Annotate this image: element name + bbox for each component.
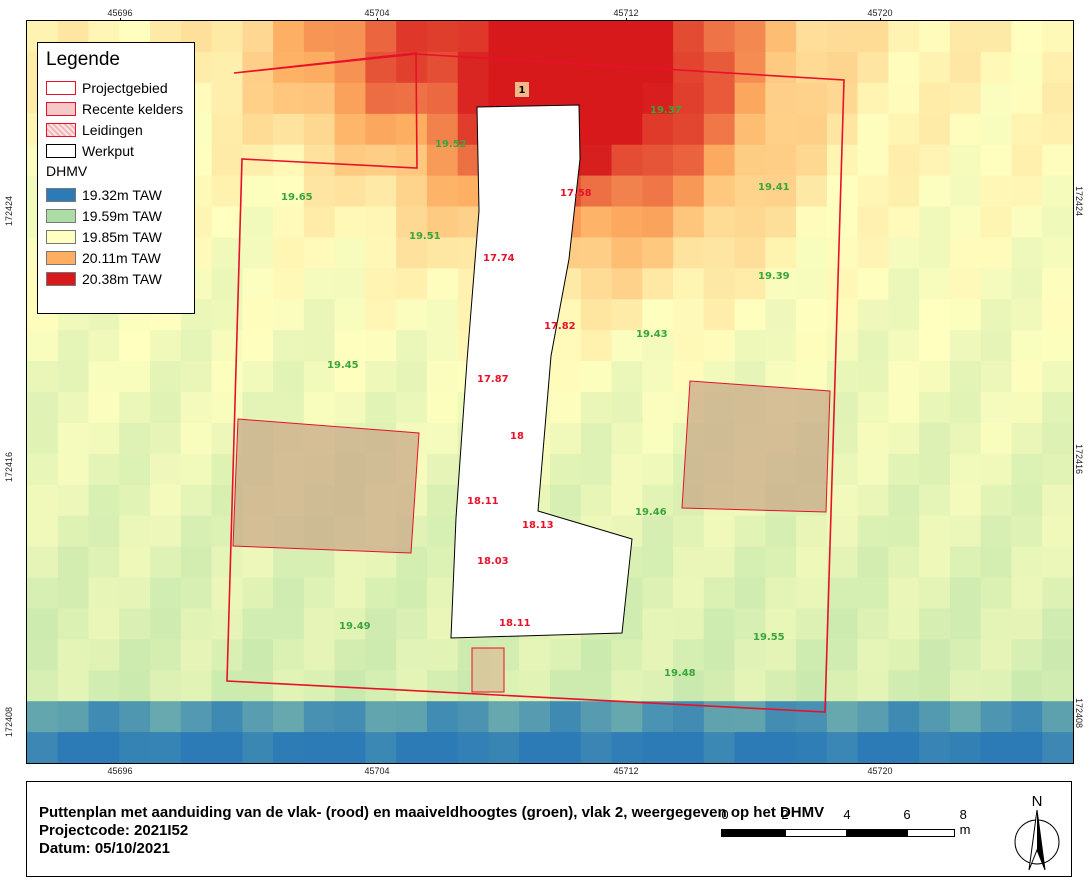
red-height-label: 17.58: [560, 188, 592, 199]
legend-item-label: 19.85m TAW: [82, 228, 162, 245]
green-height-label: 19.37: [650, 105, 682, 116]
top-coord-45712: 45712: [613, 8, 639, 18]
legend-item-projectgebied: Projectgebied: [46, 77, 186, 98]
map-date: Datum: 05/10/2021: [39, 840, 170, 857]
map-title: Puttenplan met aanduiding van de vlak- (…: [39, 804, 825, 821]
scale-segment: [721, 829, 785, 837]
green-height-label: 19.55: [753, 632, 785, 643]
dhmv-color-swatch: [46, 229, 76, 244]
dhmv-color-swatch: [46, 250, 76, 265]
legend-item-label: Leidingen: [82, 121, 143, 138]
legend-item-label: 19.32m TAW: [82, 186, 162, 203]
legend-dhmv-item: 20.11m TAW: [46, 247, 186, 268]
green-height-label: 19.52: [435, 139, 467, 150]
scale-segment: [847, 829, 907, 837]
dhmv-color-swatch: [46, 271, 76, 286]
dhmv-color-swatch: [46, 208, 76, 223]
recent-cellar-right: [681, 380, 831, 513]
legend-item-recente-kelders: Recente kelders: [46, 98, 186, 119]
green-height-label: 19.46: [635, 507, 667, 518]
legend-item-werkput: Werkput: [46, 140, 186, 161]
bottom-coord-45712: 45712: [613, 766, 639, 776]
red-height-label: 17.87: [477, 374, 509, 385]
pipe-swatch: [46, 122, 76, 137]
green-height-label: 19.45: [327, 360, 359, 371]
scale-label: 4: [843, 807, 851, 822]
right-coord-172408: 172408: [1074, 698, 1084, 729]
map-overlay: 1 17.58 17.74 17.82 17.87 18 18.11 18.13…: [226, 52, 845, 713]
scale-segment: [785, 829, 847, 837]
green-height-label: 19.51: [409, 231, 441, 242]
legend-dhmv-item: 19.59m TAW: [46, 205, 186, 226]
scale-label: 2: [781, 807, 789, 822]
werkput-trench: [450, 104, 633, 639]
bottom-coord-45720: 45720: [867, 766, 893, 776]
legend-dhmv-item: 20.38m TAW: [46, 268, 186, 289]
left-coord-172416: 172416: [4, 451, 14, 482]
top-coord-45720: 45720: [867, 8, 893, 18]
legend-dhmv-item: 19.32m TAW: [46, 184, 186, 205]
red-height-label: 18: [510, 431, 524, 442]
trench-number-badge: [515, 82, 529, 97]
map-legend: Legende Projectgebied Recente kelders Le…: [37, 42, 195, 314]
red-height-label: 18.03: [477, 556, 509, 567]
left-coord-172424: 172424: [4, 195, 14, 226]
red-height-label: 17.82: [544, 321, 576, 332]
map-footer: Puttenplan met aanduiding van de vlak- (…: [26, 781, 1072, 877]
legend-title: Legende: [46, 49, 120, 70]
legend-item-label: 20.38m TAW: [82, 270, 162, 287]
red-height-label: 18.13: [522, 520, 554, 531]
trench-number-label: 1: [519, 85, 526, 96]
legend-dhmv-title: DHMV: [46, 163, 88, 179]
right-coord-172424: 172424: [1074, 186, 1084, 217]
legend-item-label: 20.11m TAW: [82, 249, 161, 266]
legend-item-leidingen: Leidingen: [46, 119, 186, 140]
legend-dhmv-item: 19.85m TAW: [46, 226, 186, 247]
green-height-label: 19.43: [636, 329, 668, 340]
legend-item-label: Recente kelders: [82, 100, 184, 117]
legend-item-label: Werkput: [82, 142, 134, 159]
legend-item-label: Projectgebied: [82, 79, 168, 96]
recent-cellar-left: [232, 418, 420, 554]
right-coord-172416: 172416: [1074, 444, 1084, 475]
scale-bar: 0 2 4 6 8 m: [721, 807, 970, 837]
scale-label: 8 m: [959, 807, 971, 837]
red-height-label: 17.74: [483, 253, 515, 264]
green-height-label: 19.41: [758, 182, 790, 193]
project-code: Projectcode: 2021I52: [39, 822, 189, 839]
north-arrow-icon: N: [1014, 793, 1060, 871]
green-height-label: 19.39: [758, 271, 790, 282]
red-height-label: 18.11: [499, 618, 531, 629]
bottom-coord-45696: 45696: [107, 766, 133, 776]
cellar-swatch: [46, 101, 76, 116]
legend-item-label: 19.59m TAW: [82, 207, 162, 224]
trench-swatch: [46, 143, 76, 158]
green-height-label: 19.65: [281, 192, 313, 203]
scale-label: 6: [903, 807, 911, 822]
bottom-coord-45704: 45704: [364, 766, 390, 776]
scale-label: 0: [721, 807, 729, 822]
red-height-label: 18.11: [467, 496, 499, 507]
green-height-label: 19.48: [664, 668, 696, 679]
project-area-swatch: [46, 80, 76, 95]
dhmv-color-swatch: [46, 187, 76, 202]
pipe-leiding: [471, 647, 505, 693]
north-label: N: [1032, 793, 1043, 810]
top-coord-45696: 45696: [107, 8, 133, 18]
scale-segment: [907, 829, 955, 837]
project-area-outline: [226, 52, 845, 713]
top-coord-45704: 45704: [364, 8, 390, 18]
green-height-label: 19.49: [339, 621, 371, 632]
left-coord-172408: 172408: [4, 706, 14, 737]
map-frame: 1 17.58 17.74 17.82 17.87 18 18.11 18.13…: [26, 20, 1074, 764]
